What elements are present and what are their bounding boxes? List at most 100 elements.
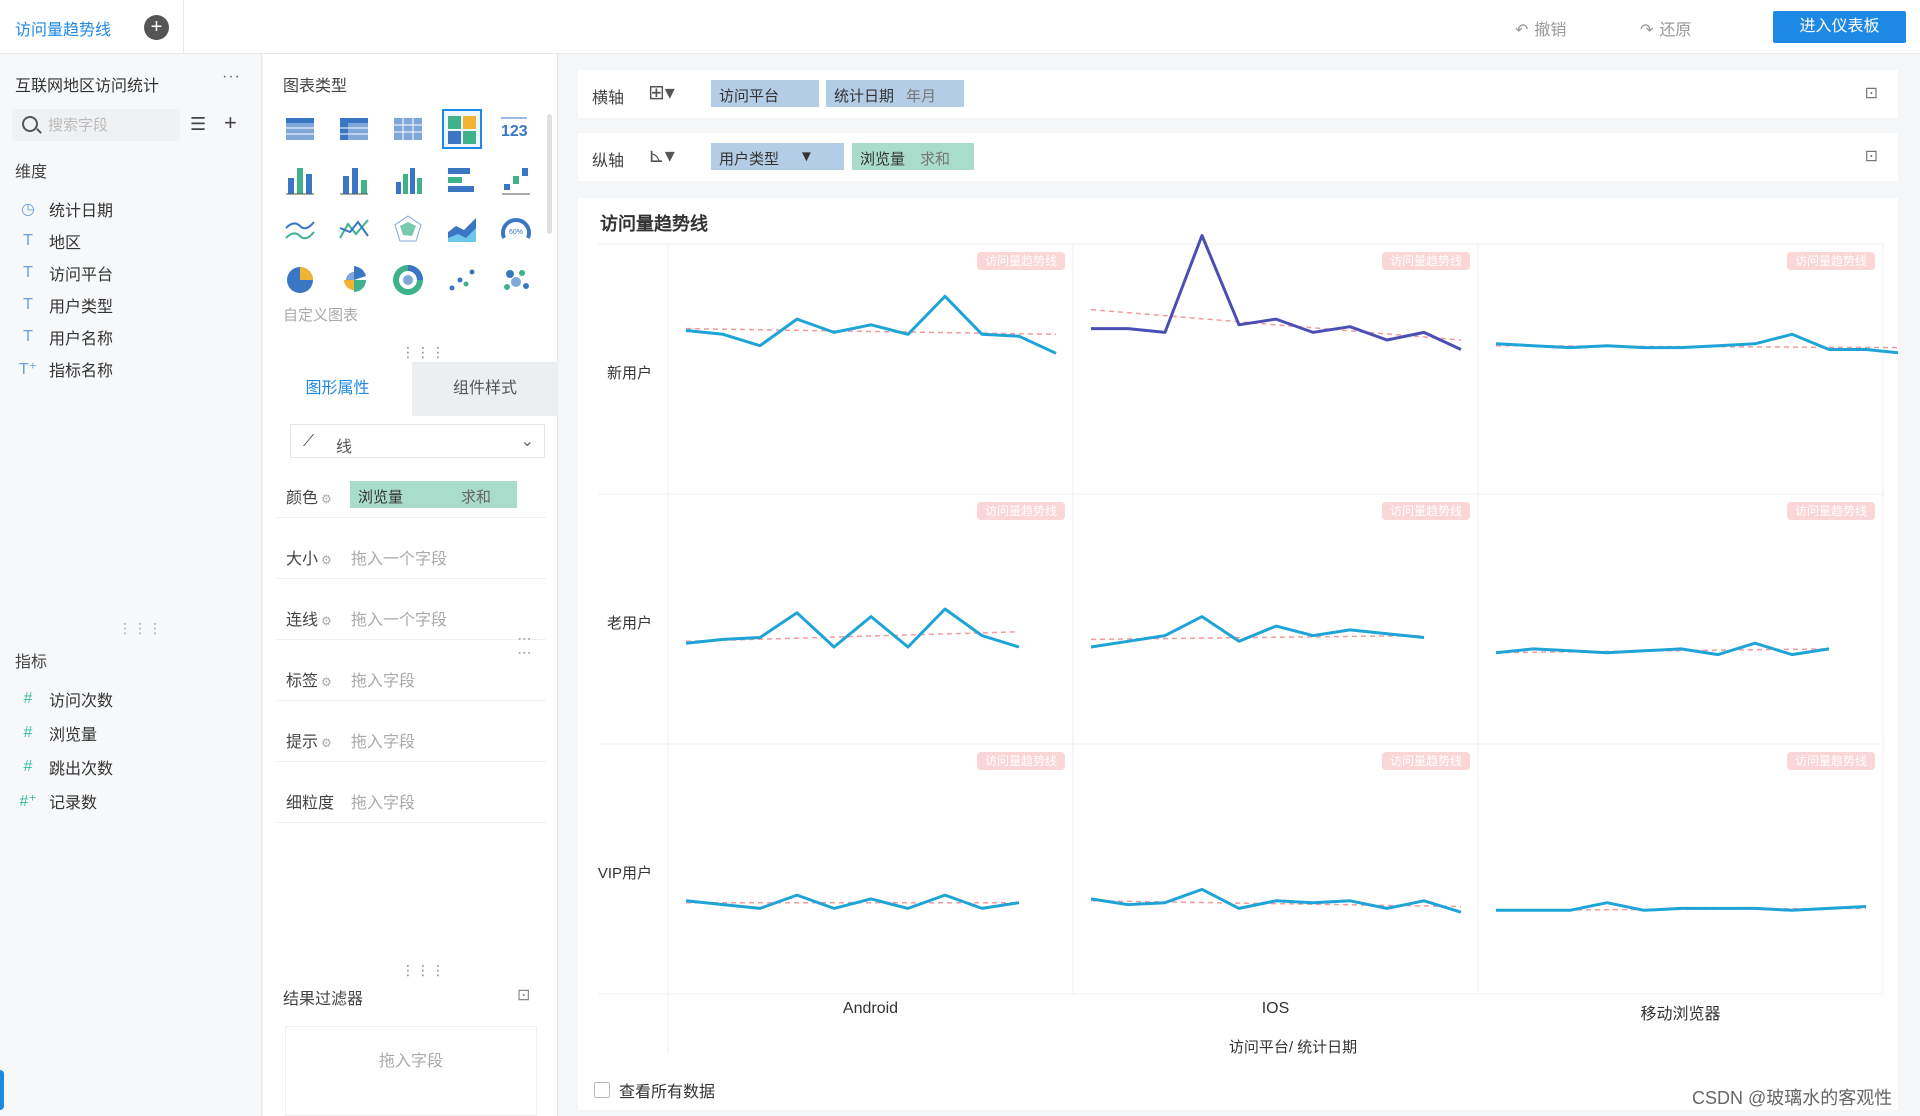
chart-card: 访问量趋势线 新用户 老用户 VIP用户 Android IOS 移动浏览器 访问量趋势线访… <box>578 198 1898 1110</box>
mark-type-select[interactable]: ⟋ 线 ⌄ <box>290 424 545 458</box>
dataset-title: 互联网地区访问统计 <box>15 78 160 95</box>
property-dropzone[interactable]: 拖入一个字段 <box>351 551 448 568</box>
property-row[interactable]: 颜色 ⚙ 浏览量 求和 <box>276 470 546 518</box>
x-axis-shelf: 横轴 ⊞▾ 访问平台 统计日期 年月 ⊡ <box>578 70 1898 118</box>
redo-button[interactable]: ↷ 还原 <box>1640 22 1692 39</box>
axis-settings-icon[interactable]: ⊡ <box>1864 85 1878 102</box>
panel-badge: 访问量趋势线 <box>977 252 1065 270</box>
column-label: 移动浏览器 <box>1640 1006 1721 1023</box>
x-field-pill[interactable]: 访问平台 <box>711 80 819 107</box>
property-label: 连线 ⚙ <box>286 612 332 629</box>
dimension-field-name: 指标名称 <box>49 363 114 380</box>
checkbox[interactable] <box>594 1082 610 1098</box>
y-field-pill[interactable]: 用户类型 ▼ <box>711 143 844 170</box>
gear-icon[interactable]: ⚙ <box>321 736 332 750</box>
metric-field[interactable]: # 访问次数 <box>18 687 113 711</box>
chart-type-grid: 123 60% <box>281 104 551 318</box>
dimension-field[interactable]: ◷ 统计日期 <box>18 197 113 221</box>
property-label: 提示 ⚙ <box>286 734 332 751</box>
property-label: 细粒度 <box>286 795 335 812</box>
axis-settings-icon[interactable]: ⊡ <box>1864 148 1878 165</box>
property-row[interactable]: 标签 ⚙ 拖入字段 <box>276 653 546 701</box>
metric-field[interactable]: # 浏览量 <box>18 721 97 745</box>
column-chart-icon <box>396 168 422 194</box>
view-all-data-label: 查看所有数据 <box>619 1084 716 1101</box>
dimension-field-name: 统计日期 <box>49 203 114 220</box>
tab-trend-line[interactable]: 访问量趋势线 + <box>0 0 184 54</box>
panel-badge: 访问量趋势线 <box>1382 252 1470 270</box>
add-tab-icon[interactable]: + <box>144 15 169 40</box>
enter-dashboard-button[interactable]: 进入仪表板 <box>1773 11 1906 43</box>
tab-shape-properties[interactable]: 图形属性 <box>263 362 412 416</box>
trend-line <box>685 327 1057 336</box>
hash-calc-icon: #⁺ <box>19 793 37 810</box>
result-filter-label: 结果过滤器 <box>283 991 364 1008</box>
dimension-field[interactable]: T 地区 <box>18 229 81 253</box>
property-dropzone[interactable]: 拖入一个字段 <box>351 612 448 629</box>
redo-icon: ↷ <box>1640 22 1654 39</box>
gear-icon[interactable]: ⚙ <box>321 492 332 506</box>
sidebar-handle[interactable] <box>0 1070 4 1110</box>
dimension-field[interactable]: T 用户名称 <box>18 325 113 349</box>
dimension-field[interactable]: T 访问平台 <box>18 261 113 285</box>
filter-settings-icon[interactable]: ⊡ <box>517 987 531 1004</box>
column-label: IOS <box>1261 1000 1290 1017</box>
svg-text:123: 123 <box>501 123 528 140</box>
panel-badge: 访问量趋势线 <box>1787 252 1875 270</box>
add-field-icon[interactable]: + <box>224 110 237 135</box>
search-icon <box>22 116 38 132</box>
property-dropzone[interactable]: 拖入字段 <box>351 673 416 690</box>
dimension-field-name: 访问平台 <box>49 267 114 284</box>
property-dropzone[interactable]: 拖入字段 <box>351 734 416 751</box>
metric-field-name: 访问次数 <box>49 693 114 710</box>
series-line <box>1495 332 1898 355</box>
property-row[interactable]: 连线 ⚙ 拖入一个字段 <box>276 592 546 640</box>
view-all-data-checkbox[interactable]: 查看所有数据 <box>594 1078 715 1102</box>
rose-chart-icon <box>344 266 366 292</box>
y-axis-shelf: 纵轴 ⊾▾ 用户类型 ▼ 浏览量 求和 ⊡ <box>578 133 1898 181</box>
more-icon[interactable]: ··· <box>222 68 241 85</box>
field-panel: 互联网地区访问统计 ··· ☰ + 维度 ◷统计日期T地区T访问平台T用户类型T… <box>0 54 262 1116</box>
csdn-watermark: CSDN @玻璃水的客观性 <box>1692 1088 1893 1108</box>
drag-handle-icon[interactable]: ⋮⋮⋮ <box>118 620 163 636</box>
gear-icon[interactable]: ⚙ <box>321 675 332 689</box>
panel-badge: 访问量趋势线 <box>977 502 1065 520</box>
property-dropzone[interactable]: 拖入字段 <box>351 795 416 812</box>
line-chart-icon: ⟋ <box>303 433 315 450</box>
y-field-pill[interactable]: 浏览量 求和 <box>852 143 974 170</box>
y-axis-type-icon[interactable]: ⊾▾ <box>648 145 675 167</box>
property-row[interactable]: 细粒度 拖入字段 <box>276 775 546 823</box>
dimension-field[interactable]: T 用户类型 <box>18 293 113 317</box>
panel-resize-handle[interactable]: ⋮⋮ <box>517 632 533 660</box>
kpi-number-icon: 123 <box>501 117 528 140</box>
undo-button[interactable]: ↶ 撤销 <box>1515 22 1567 39</box>
tab-component-style[interactable]: 组件样式 <box>412 362 558 416</box>
trend-line-chart <box>598 234 1898 1054</box>
dimension-field[interactable]: T⁺ 指标名称 <box>18 357 113 381</box>
metric-field[interactable]: # 跳出次数 <box>18 755 113 779</box>
property-row[interactable]: 大小 ⚙ 拖入一个字段 <box>276 531 546 579</box>
chart-types-scrollbar[interactable] <box>547 114 552 234</box>
x-axis-label: 横轴 <box>592 90 625 107</box>
metrics-label: 指标 <box>15 654 48 671</box>
x-axis-type-icon[interactable]: ⊞▾ <box>648 82 675 104</box>
drag-handle-icon[interactable]: ⋮⋮⋮ <box>401 344 446 360</box>
x-axis-title: 访问平台/ 统计日期 <box>1228 1039 1358 1056</box>
stacked-bar-icon <box>286 168 314 195</box>
custom-chart-label[interactable]: 自定义图表 <box>283 307 359 324</box>
property-row[interactable]: 提示 ⚙ 拖入字段 <box>276 714 546 762</box>
bar-chart-icon <box>340 168 368 195</box>
metric-field[interactable]: #⁺ 记录数 <box>18 789 97 813</box>
gear-icon[interactable]: ⚙ <box>321 614 332 628</box>
result-filter-dropzone[interactable]: 拖入字段 <box>285 1026 537 1116</box>
gear-icon[interactable]: ⚙ <box>321 553 332 567</box>
heat-table-icon <box>448 116 476 144</box>
x-field-pill[interactable]: 统计日期 年月 <box>826 80 964 107</box>
drag-handle-icon[interactable]: ⋮⋮⋮ <box>401 962 446 978</box>
hash-icon: # <box>23 758 33 775</box>
field-filter-icon[interactable]: ☰ <box>190 114 207 134</box>
search-input[interactable] <box>48 115 173 135</box>
text-field-icon: T <box>23 328 33 345</box>
multi-line-icon <box>285 221 315 240</box>
color-field-chip[interactable]: 浏览量 求和 <box>350 481 517 508</box>
